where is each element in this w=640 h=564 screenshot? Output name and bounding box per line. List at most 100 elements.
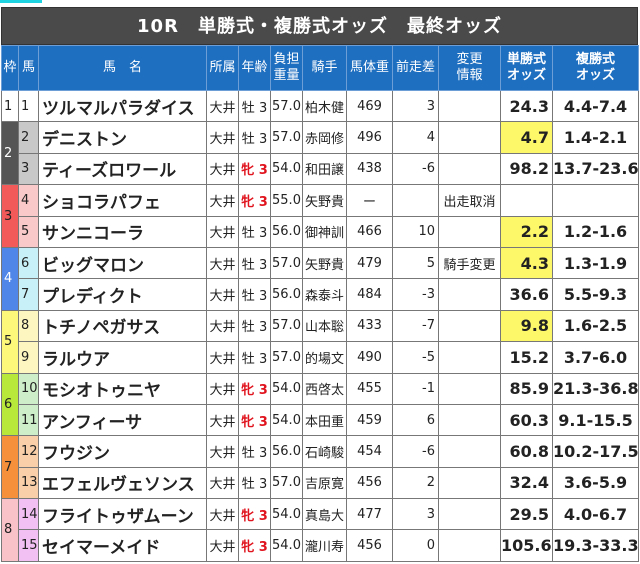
horse-name: フウジン	[38, 435, 207, 468]
change-info	[438, 215, 501, 248]
sex: 牝	[241, 508, 255, 524]
body-weight: 455	[346, 372, 393, 405]
jockey: 石崎駿	[302, 435, 347, 468]
table-row: 5 サンニコーラ 大井牡 3 56.0 御神訓 466 10 2.2 1.2-1.6	[2, 215, 639, 248]
table-row: 6 10 モシオトゥニヤ 大井牝 3 54.0 西啓太 455 -1 85.9 21.3-36.8	[1, 372, 639, 437]
table-row: 15 セイマーメイド 大井牝 3 54.0 瀧川寿 456 0 105.6 19.3-33.3	[2, 529, 639, 562]
win-odds: 29.5	[500, 498, 553, 531]
header-change-a: 変更	[456, 52, 483, 67]
age: 3	[258, 383, 268, 399]
table-row: 3 4 ショコラパフェ 大井牝 3 55.0 矢野貴ー出走取消	[1, 184, 639, 248]
win-odds: 4.7	[500, 121, 553, 154]
affiliation: 大井	[206, 121, 239, 154]
sex-age: 牡 3	[238, 435, 271, 468]
jockey: 吉原寛	[302, 466, 347, 500]
age: 3	[258, 445, 268, 461]
header-jockey: 騎手	[302, 45, 347, 91]
odds-table: 枠 馬 馬 名 所属 年齢 負担 重量 騎手 馬体重 前走差 変更 情報 単勝式 オッ…	[1, 45, 639, 562]
affiliation: 大井	[206, 309, 239, 343]
place-odds: 3.6-5.9	[552, 466, 639, 500]
affiliation: 大井	[206, 435, 239, 468]
win-odds: 32.4	[500, 466, 553, 500]
weight-diff: 3	[392, 89, 439, 123]
horse-number: 14	[18, 498, 39, 531]
horse-name: ツルマルパラダイス	[38, 89, 207, 123]
horse-number: 11	[18, 403, 39, 437]
place-odds: 4.4-7.4	[552, 89, 639, 123]
horse-name: ショコラパフェ	[38, 184, 207, 217]
carried-weight: 56.0	[270, 278, 303, 311]
place-odds: 13.7-23.6	[552, 152, 639, 186]
body-weight: 456	[346, 529, 393, 562]
change-info: 出走取消	[438, 184, 501, 217]
place-odds: 1.2-1.6	[552, 215, 639, 248]
header-frame: 枠	[1, 45, 19, 91]
jockey: 赤岡修	[302, 121, 347, 154]
change-info	[438, 121, 501, 154]
jockey: 西啓太	[302, 372, 347, 405]
age: 3	[258, 132, 268, 148]
weight-diff: -1	[392, 372, 439, 405]
weight-diff: 0	[392, 529, 439, 562]
weight-diff: 3	[392, 498, 439, 531]
body-weight: 496	[346, 121, 393, 154]
place-odds	[552, 184, 639, 217]
body-weight: ー	[346, 184, 393, 217]
age: 3	[258, 320, 268, 336]
affiliation: 大井	[206, 278, 239, 311]
affiliation: 大井	[206, 215, 239, 248]
frame-cell: 1	[1, 89, 19, 123]
frame-cell: 4	[1, 246, 19, 311]
jockey: 的場文	[302, 341, 347, 374]
body-weight: 469	[346, 89, 393, 123]
age: 3	[258, 163, 268, 179]
sex: 牡	[241, 289, 255, 305]
horse-number: 15	[18, 529, 39, 562]
header-win-a: 単勝式	[506, 52, 546, 67]
carried-weight: 54.0	[270, 498, 303, 531]
sex: 牡	[241, 351, 255, 367]
carried-weight: 57.0	[270, 121, 303, 154]
odds-panel: 10R 単勝式・複勝式オッズ 最終オッズ 枠 馬 馬 名 所属 年齢 負担 重量 …	[1, 7, 639, 562]
win-odds: 60.8	[500, 435, 553, 468]
horse-name: エフェルヴェソンス	[38, 466, 207, 500]
win-odds: 36.6	[500, 278, 553, 311]
carried-weight: 55.0	[270, 184, 303, 217]
header-place-odds: 複勝式 オッズ	[552, 45, 639, 91]
table-row: 11 アンフィーサ 大井牝 3 54.0 本田重 459 6 60.3 9.1-15.5	[2, 403, 639, 437]
header-change-b: 情報	[456, 68, 483, 83]
horse-number: 3	[18, 152, 39, 186]
affiliation: 大井	[206, 466, 239, 500]
horse-name: アンフィーサ	[38, 403, 207, 437]
sex: 牡	[241, 100, 255, 116]
sex: 牝	[241, 540, 255, 556]
age: 3	[258, 508, 268, 524]
sex: 牡	[241, 226, 255, 242]
weight-diff	[392, 184, 439, 217]
win-odds: 98.2	[500, 152, 553, 186]
change-info	[438, 498, 501, 531]
affiliation: 大井	[206, 184, 239, 217]
win-odds: 105.6	[500, 529, 553, 562]
age: 3	[258, 477, 268, 493]
place-odds: 21.3-36.8	[552, 372, 639, 405]
change-info	[438, 372, 501, 405]
header-age: 年齢	[238, 45, 271, 91]
age: 3	[258, 540, 268, 556]
affiliation: 大井	[206, 529, 239, 562]
sex-age: 牡 3	[238, 309, 271, 343]
place-odds: 19.3-33.3	[552, 529, 639, 562]
horse-number: 8	[18, 309, 39, 343]
sex-age: 牡 3	[238, 278, 271, 311]
horse-name: デニストン	[38, 121, 207, 154]
carried-weight: 56.0	[270, 215, 303, 248]
change-info	[438, 529, 501, 562]
header-win-odds: 単勝式 オッズ	[500, 45, 553, 91]
header-win-b: オッズ	[506, 68, 546, 83]
win-odds: 4.3	[500, 246, 553, 280]
age: 3	[258, 414, 268, 430]
carried-weight: 57.0	[270, 309, 303, 343]
header-number: 馬	[18, 45, 39, 91]
horse-name: プレディクト	[38, 278, 207, 311]
horse-name: モシオトゥニヤ	[38, 372, 207, 405]
